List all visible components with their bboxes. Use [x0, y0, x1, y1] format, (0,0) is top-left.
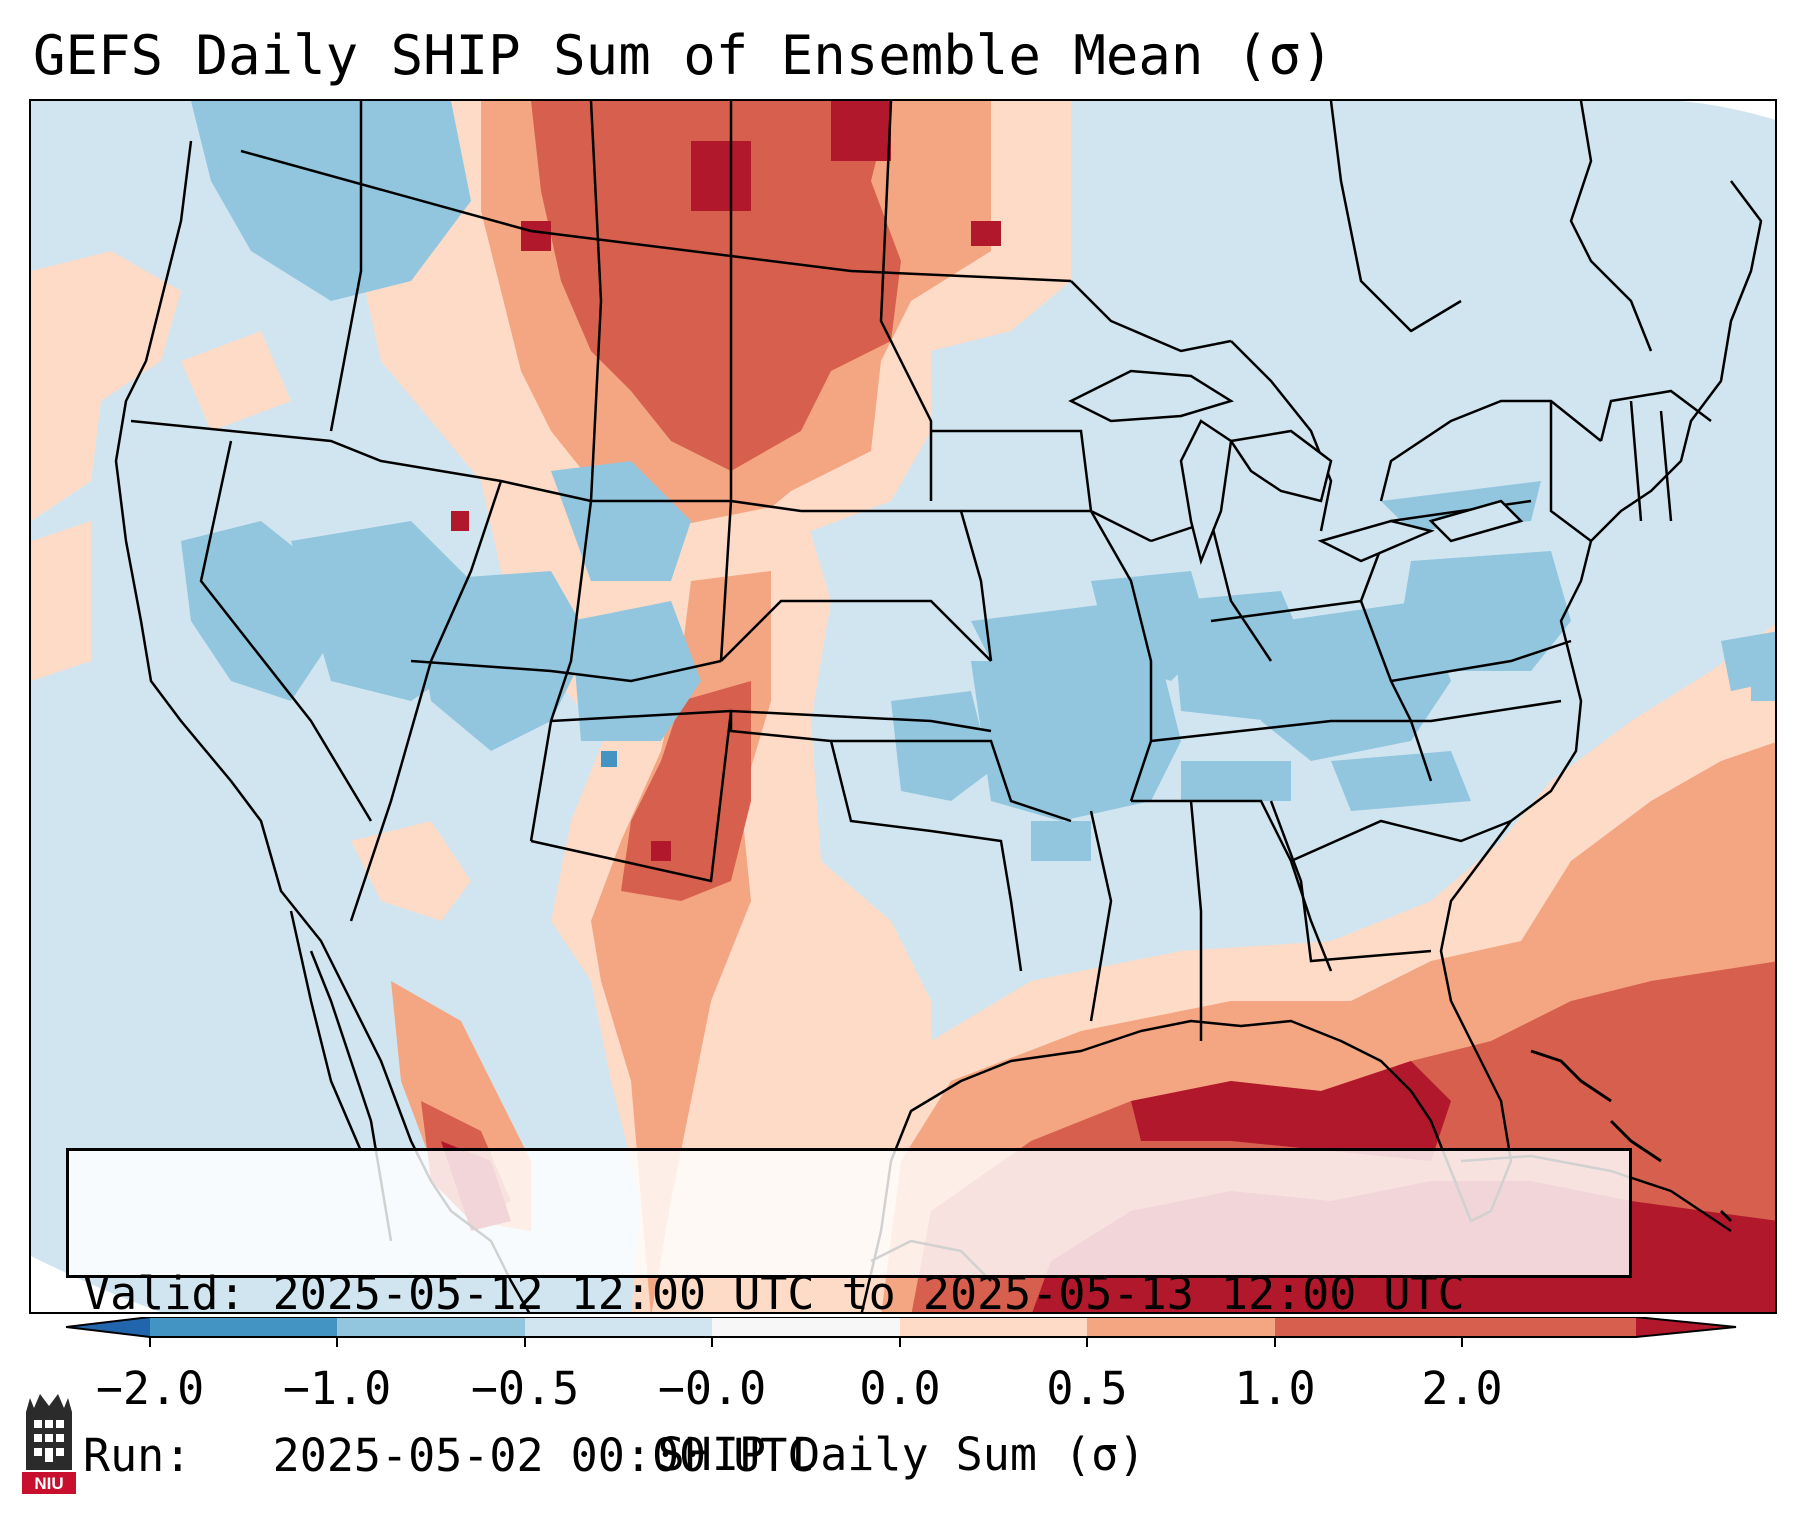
ship-map	[31, 101, 1775, 1312]
validity-info-box: Valid: 2025-05-12 12:00 UTC to 2025-05-1…	[66, 1148, 1632, 1482]
colorbar-bin-1	[150, 1317, 337, 1337]
colorbar-bin-2	[337, 1317, 525, 1337]
colorbar-bin-3	[525, 1317, 712, 1337]
map-title: GEFS Daily SHIP Sum of Ensemble Mean (σ)	[33, 24, 1334, 87]
tick-label-2: −0.5	[470, 1362, 580, 1415]
tick-label-0: −2.0	[95, 1362, 205, 1415]
tick-label-6: 1.0	[1234, 1362, 1316, 1415]
colorbar-bin-4	[712, 1317, 900, 1337]
great-lakes	[1068, 369, 1524, 566]
tick-label-4: 0.0	[859, 1362, 941, 1415]
colorbar-label: SHIP Daily Sum (σ)	[657, 1428, 1146, 1481]
tick-label-7: 2.0	[1421, 1362, 1503, 1415]
run-time-text: Run: 2025-05-02 00:00 UTC	[83, 1429, 815, 1482]
pacific-anomaly	[31, 251, 291, 681]
svg-text:NIU: NIU	[34, 1474, 63, 1493]
colorbar-bin-6	[1087, 1317, 1275, 1337]
islands	[1530, 1049, 1733, 1223]
colorbar-bin-8	[1636, 1317, 1736, 1337]
valid-time-text: Valid: 2025-05-12 12:00 UTC to 2025-05-1…	[83, 1267, 1465, 1320]
colorbar	[66, 1317, 1737, 1347]
tick-label-5: 0.5	[1046, 1362, 1128, 1415]
state-borders	[130, 101, 1712, 1041]
tick-label-3: −0.0	[657, 1362, 767, 1415]
colorbar-outline	[66, 1317, 1737, 1338]
map-panel	[29, 99, 1777, 1314]
colorbar-bin-7	[1275, 1317, 1636, 1337]
colorbar-bin-0	[66, 1317, 150, 1337]
northern-plains-anomaly	[331, 101, 1071, 721]
tick-label-1: −1.0	[282, 1362, 392, 1415]
colorbar-bin-5	[900, 1317, 1087, 1337]
niu-logo: NIU	[22, 1394, 76, 1494]
